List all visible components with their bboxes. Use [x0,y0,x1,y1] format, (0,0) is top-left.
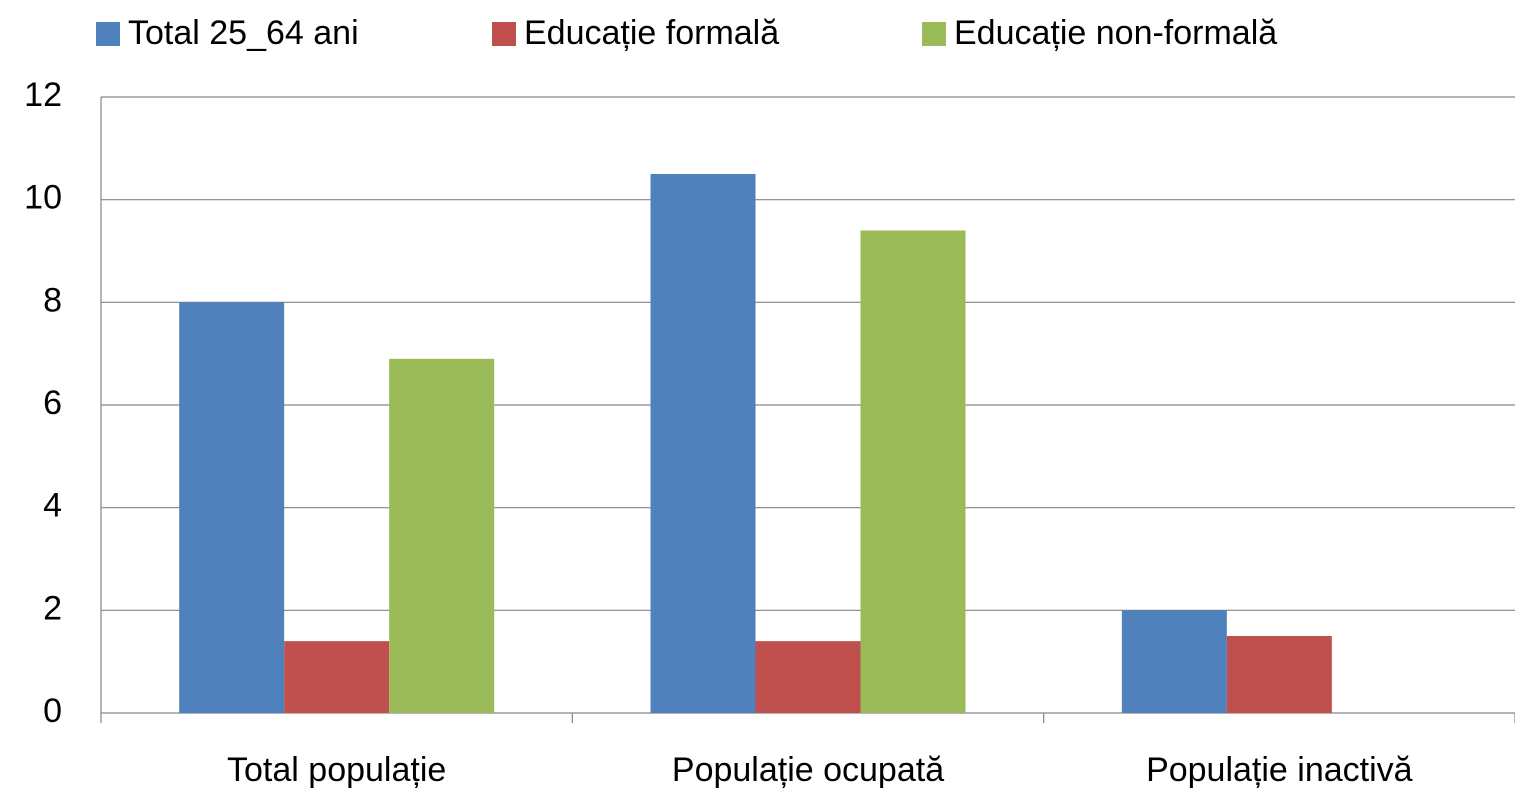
bar [860,230,966,713]
x-tick-label: Populație ocupată [672,751,944,789]
legend-swatch [492,22,516,46]
legend-label: Educație formală [524,14,779,52]
y-tick-label: 4 [43,487,62,525]
bar [650,174,756,713]
legend-label: Total 25_64 ani [128,14,359,52]
bar [179,302,285,713]
x-tick-label: Populație inactivă [1146,751,1413,789]
legend-swatch [96,22,120,46]
legend-swatch [922,22,946,46]
y-tick-label: 8 [43,281,62,319]
x-tick-label: Total populație [227,751,446,789]
bar [1121,610,1227,713]
y-tick-label: 0 [43,692,62,730]
bar [755,641,861,713]
bar [389,358,495,713]
bar [1226,636,1332,713]
y-tick-label: 12 [24,76,62,114]
y-tick-label: 6 [43,384,62,422]
y-tick-label: 2 [43,589,62,627]
legend-label: Educație non-formală [954,14,1277,52]
y-tick-label: 10 [24,179,62,217]
bar [284,641,390,713]
